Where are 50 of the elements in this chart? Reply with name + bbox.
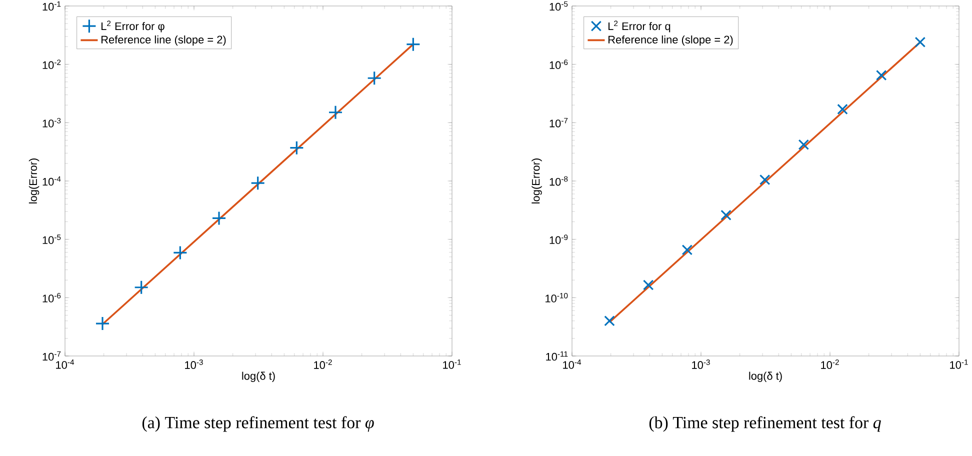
- point: [798, 139, 810, 150]
- x-axis-title: log(δ t): [749, 372, 782, 382]
- text: (b) Time step refinement test for q: [649, 416, 881, 432]
- x-tick-label: 10$^{-1}$: [443, 360, 461, 369]
- legend-label: L$^{2}$ Error for q: [608, 20, 670, 32]
- point: [328, 105, 343, 120]
- y-tick-label: 10$^{-6}$: [42, 292, 61, 302]
- y-tick-label: 10$^{-5}$: [42, 234, 61, 244]
- y-tick-label: 10$^{-4}$: [42, 176, 61, 186]
- x-tick-label: 10$^{-2}$: [314, 360, 332, 369]
- point: [876, 70, 887, 81]
- point: [604, 315, 615, 326]
- point: [134, 280, 149, 295]
- point: [759, 174, 770, 186]
- point: [837, 104, 848, 115]
- point: [212, 210, 226, 226]
- y-tick-label: 10$^{-8}$: [550, 176, 568, 186]
- point: [289, 140, 304, 156]
- x-tick-label: 10$^{-4}$: [56, 360, 74, 369]
- x-tick-label: 10$^{-3}$: [185, 360, 203, 369]
- x-tick-label: 10$^{-4}$: [563, 360, 582, 369]
- y-tick-label: 10$^{-6}$: [550, 60, 568, 70]
- text: (a) Time step refinement test for φ: [142, 416, 374, 432]
- point: [642, 280, 654, 290]
- point: [367, 70, 382, 86]
- x-tick-label: 10$^{-1}$: [950, 360, 968, 369]
- y-tick-label: 10$^{-9}$: [550, 234, 568, 244]
- point: [172, 245, 188, 260]
- y-tick-label: 10$^{-5}$: [550, 1, 568, 11]
- point: [720, 210, 732, 221]
- point: [95, 316, 110, 331]
- y-axis-title: log(Error): [532, 158, 542, 204]
- x-tick-label: 10$^{-2}$: [821, 360, 839, 369]
- y-tick-label: 10$^{-7}$: [550, 118, 568, 128]
- x-axis-title: log(δ t): [242, 372, 275, 382]
- y-tick-label: 10$^{-2}$: [42, 60, 61, 70]
- y-tick-label: 10$^{-1}$: [42, 1, 61, 11]
- point: [250, 176, 266, 190]
- y-tick-label: 10$^{-7}$: [42, 351, 61, 361]
- y-tick-label: 10$^{-3}$: [42, 118, 61, 128]
- x-tick-label: 10$^{-3}$: [692, 360, 710, 369]
- legend-label: Reference line (slope = 2): [102, 35, 226, 46]
- point: [406, 37, 420, 52]
- y-tick-label: 10$^{-10}$: [546, 292, 568, 302]
- legend-label: L$^{2}$ Error for φ: [102, 20, 164, 32]
- y-axis-title: log(Error): [28, 158, 40, 204]
- point: [682, 244, 693, 256]
- point: [914, 36, 926, 48]
- y-tick-label: 10$^{-11}$: [546, 351, 568, 361]
- legend-label: Reference line (slope = 2): [608, 35, 733, 46]
